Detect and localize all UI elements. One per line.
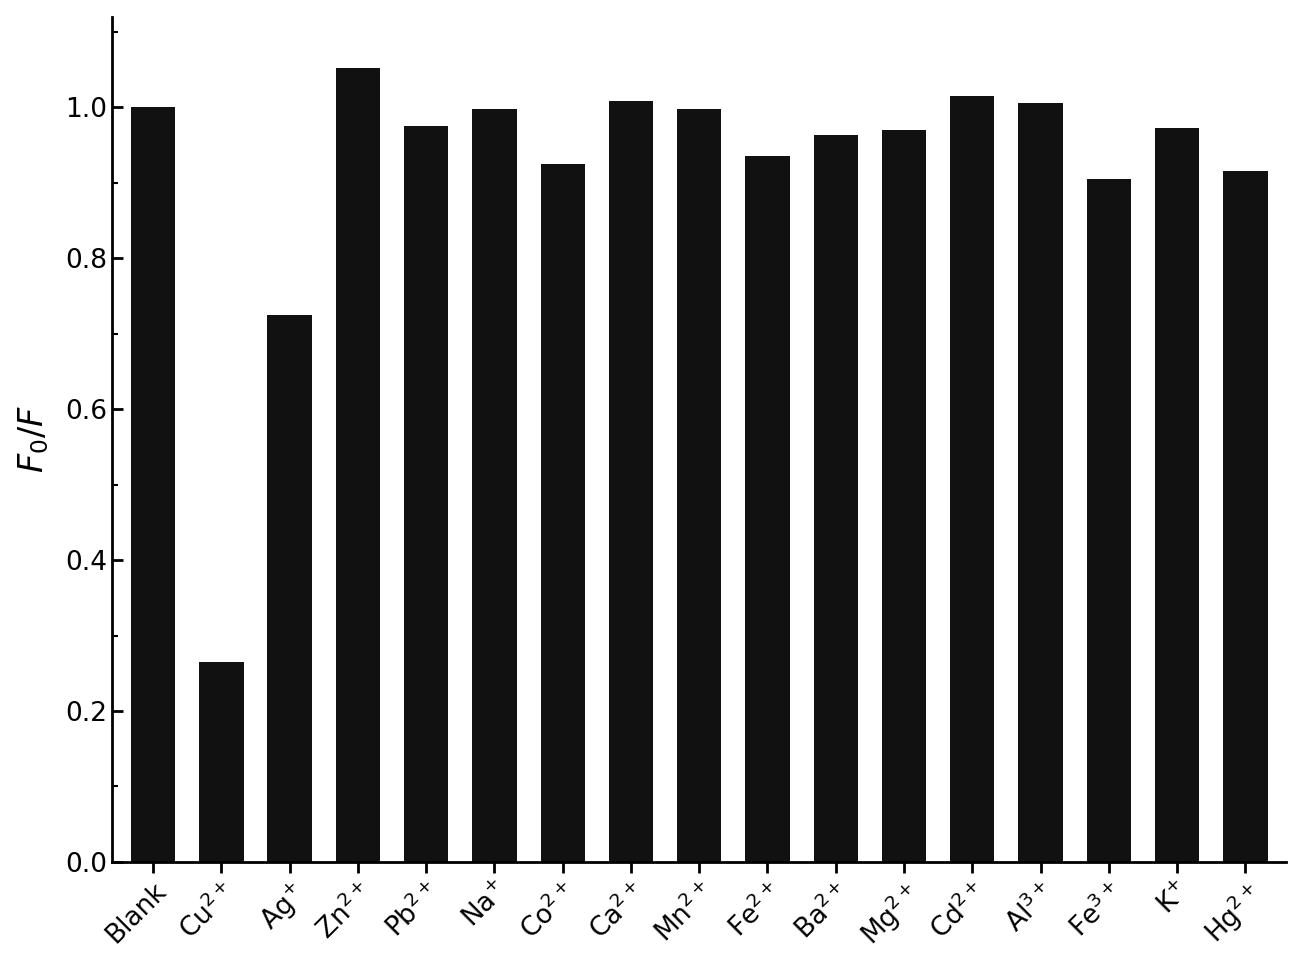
Bar (130, 108, 176, 862)
Bar (813, 135, 857, 862)
Bar (950, 96, 994, 862)
Bar (678, 109, 722, 862)
Bar (472, 109, 516, 862)
Bar (1154, 128, 1199, 862)
Bar (541, 164, 585, 862)
Bar (609, 101, 653, 862)
Bar (267, 315, 311, 862)
Bar (199, 662, 244, 862)
Y-axis label: $F_{0}/F$: $F_{0}/F$ (17, 405, 51, 473)
Bar (404, 126, 448, 862)
Bar (336, 68, 380, 862)
Bar (1087, 179, 1131, 862)
Bar (1224, 172, 1268, 862)
Bar (745, 156, 790, 862)
Bar (1019, 104, 1063, 862)
Bar (882, 130, 926, 862)
